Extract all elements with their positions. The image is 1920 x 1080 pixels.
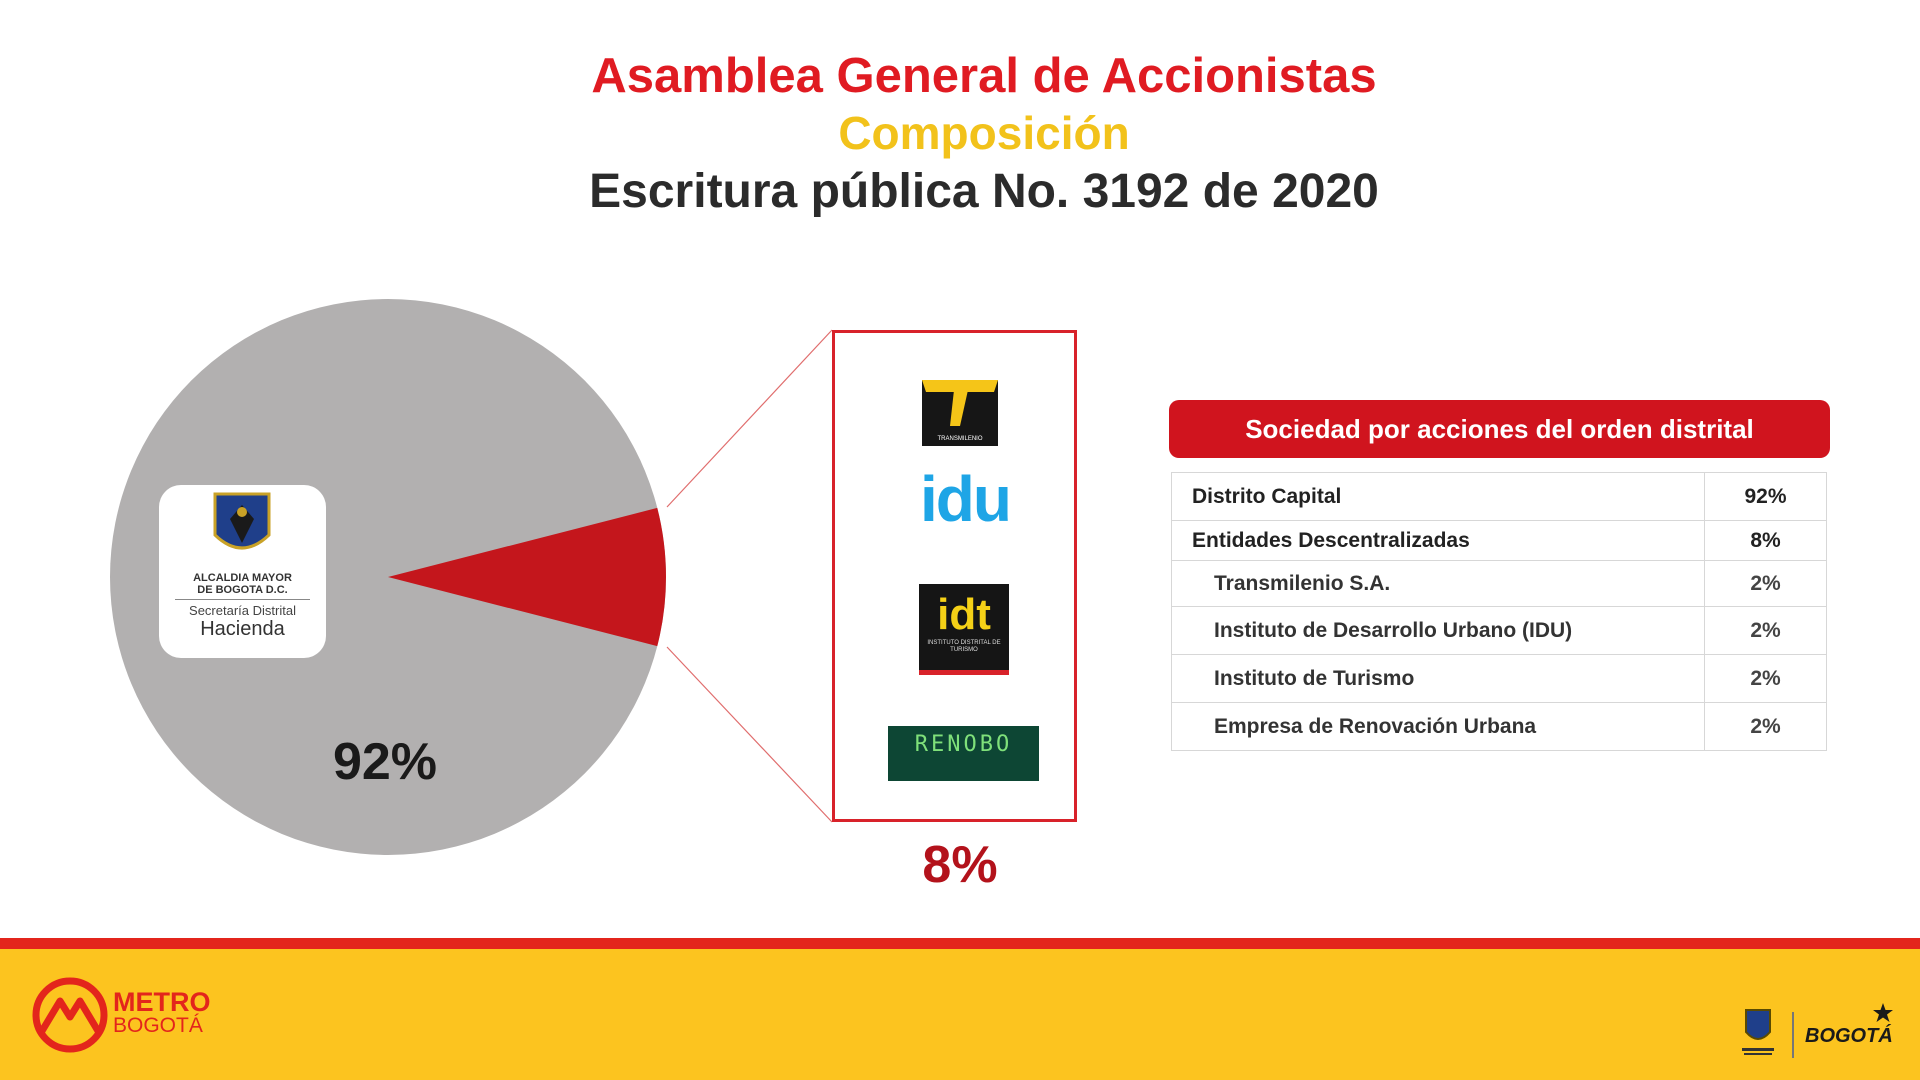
row-label: Instituto de Desarrollo Urbano (IDU) [1171, 606, 1705, 655]
row-label: Empresa de Renovación Urbana [1171, 702, 1705, 751]
transmilenio-label: TRANSMILENIO [937, 436, 983, 442]
metro-bogota-logo-icon [32, 977, 108, 1053]
row-label: Transmilenio S.A. [1171, 560, 1705, 607]
row-value: 2% [1704, 654, 1827, 703]
idu-logo: idu [920, 463, 1012, 535]
idt-logo-subtext: INSTITUTO DISTRITAL DE TURISMO [927, 640, 1001, 653]
metro-brand-line-1: METRO [113, 987, 211, 1017]
alcaldia-coat-of-arms-icon [1742, 1009, 1774, 1055]
row-value: 8% [1704, 520, 1827, 561]
row-label: Entidades Descentralizadas [1171, 520, 1705, 561]
page-title: Asamblea General de Accionistas [591, 49, 1377, 103]
table-header: Sociedad por acciones del orden distrita… [1169, 400, 1830, 458]
hacienda-line-4: Hacienda [200, 618, 285, 640]
row-value: 92% [1704, 472, 1827, 521]
table-row: Instituto de Desarrollo Urbano (IDU) 2% [1171, 606, 1827, 655]
footer-divider [1792, 1012, 1794, 1058]
hacienda-logo: ALCALDIA MAYOR DE BOGOTA D.C. Secretaría… [159, 485, 326, 658]
renobo-logo-text: RENOBO [914, 732, 1013, 757]
renobo-logo: RENOBO [888, 726, 1039, 781]
row-value: 2% [1704, 560, 1827, 607]
idt-logo-text: idt [937, 590, 991, 639]
page-subtitle: Composición [838, 107, 1130, 159]
shareholder-table: Distrito Capital 92% Entidades Descentra… [1171, 472, 1827, 751]
hacienda-line-2: DE BOGOTA D.C. [197, 584, 288, 596]
deed-heading: Escritura pública No. 3192 de 2020 [589, 165, 1379, 218]
footer-bar [0, 949, 1920, 1080]
hacienda-divider [175, 599, 310, 600]
row-value: 2% [1704, 702, 1827, 751]
main-share-percent: 92% [332, 733, 438, 791]
row-value: 2% [1704, 606, 1827, 655]
hacienda-line-1: ALCALDIA MAYOR [193, 572, 292, 584]
bogota-brand: BOGOTÁ [1805, 1025, 1893, 1047]
row-label: Distrito Capital [1171, 472, 1705, 521]
zoom-connector-bottom [666, 646, 833, 823]
idt-logo-bar [919, 670, 1009, 675]
idt-logo: idt INSTITUTO DISTRITAL DE TURISMO [919, 584, 1009, 675]
table-row: Transmilenio S.A. 2% [1171, 560, 1827, 607]
metro-brand-line-2: BOGOTÁ [113, 1014, 203, 1037]
hacienda-line-3: Secretaría Distrital [189, 603, 296, 618]
footer-red-stripe [0, 938, 1920, 949]
zoom-connector-top [666, 329, 833, 508]
table-row: Distrito Capital 92% [1171, 472, 1827, 521]
pie-slice-secondary [388, 507, 667, 647]
transmilenio-logo [922, 380, 998, 446]
star-icon [1873, 1003, 1893, 1022]
row-label: Instituto de Turismo [1171, 654, 1705, 703]
table-row: Entidades Descentralizadas 8% [1171, 520, 1827, 561]
table-row: Empresa de Renovación Urbana 2% [1171, 702, 1827, 751]
bogota-coat-of-arms-icon [213, 492, 271, 550]
table-row: Instituto de Turismo 2% [1171, 654, 1827, 703]
secondary-share-percent: 8% [922, 836, 998, 894]
